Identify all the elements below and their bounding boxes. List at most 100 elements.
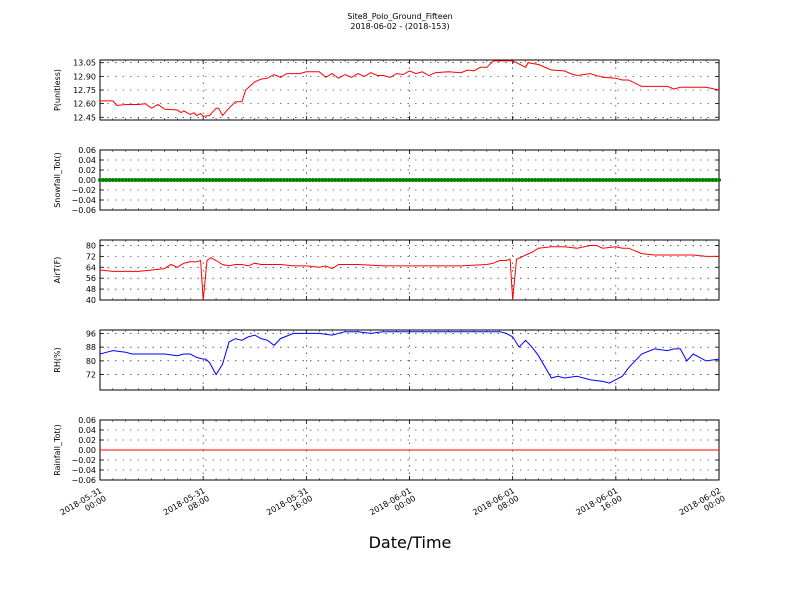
x-axis-label: Date/Time xyxy=(368,533,452,552)
series-point xyxy=(204,178,209,182)
series-point xyxy=(146,178,151,182)
y-tick-label: 0.00 xyxy=(78,176,96,185)
series-point xyxy=(462,178,467,182)
series-point xyxy=(378,178,383,182)
series-point xyxy=(227,178,231,182)
series-point xyxy=(697,178,702,182)
series-point xyxy=(633,178,638,182)
y-tick-label: 12.60 xyxy=(73,100,96,109)
series-point xyxy=(549,178,554,182)
series-point xyxy=(491,178,496,182)
series-point xyxy=(630,178,634,182)
series-point xyxy=(288,178,293,182)
series-point xyxy=(530,178,534,182)
series-point xyxy=(256,178,260,182)
series-point xyxy=(517,178,522,182)
series-point xyxy=(333,178,338,182)
series-point xyxy=(523,178,528,182)
series-point xyxy=(484,178,489,182)
y-tick-label: 72 xyxy=(86,371,96,380)
series-point xyxy=(510,178,515,182)
y-tick-label: 96 xyxy=(86,329,96,338)
series-point xyxy=(127,178,131,182)
series-point xyxy=(707,178,712,182)
series-point xyxy=(504,178,509,182)
series-point xyxy=(520,178,525,182)
series-point xyxy=(156,178,160,182)
series-point xyxy=(323,178,328,182)
series-point xyxy=(472,178,476,182)
series-point xyxy=(230,178,235,182)
series-point xyxy=(578,178,583,182)
series-point xyxy=(568,178,573,182)
series-point xyxy=(159,178,164,182)
series-point xyxy=(552,178,557,182)
y-tick-label: −0.06 xyxy=(71,206,96,215)
series-point xyxy=(236,178,241,182)
series-point xyxy=(600,178,605,182)
series-point xyxy=(607,178,612,182)
series-point xyxy=(501,178,505,182)
series-point xyxy=(410,178,415,182)
series-point xyxy=(584,178,589,182)
series-point xyxy=(639,178,644,182)
panel-air-temperature: 40 48 56 64 72 80 AirT(F) xyxy=(53,239,720,305)
series-point xyxy=(646,178,651,182)
series-point xyxy=(539,178,544,182)
y-tick-label: 64 xyxy=(86,263,96,272)
series-point xyxy=(243,178,248,182)
series-point xyxy=(343,178,347,182)
y-axis-label: Rainfall_Tot() xyxy=(53,424,62,476)
series-point xyxy=(507,178,512,182)
y-tick-label: 40 xyxy=(86,296,96,305)
y-tick-label: −0.04 xyxy=(71,466,96,475)
series-point xyxy=(152,178,157,182)
series-point xyxy=(678,178,683,182)
series-point xyxy=(559,178,563,182)
series-point xyxy=(617,178,622,182)
x-tick-label: 2018-05-3108:00 xyxy=(162,486,211,525)
series-point xyxy=(217,178,222,182)
series-point xyxy=(426,178,431,182)
series-point xyxy=(188,178,193,182)
series-point xyxy=(104,178,109,182)
series-point xyxy=(475,178,480,182)
series-point xyxy=(694,178,699,182)
series-point xyxy=(149,178,154,182)
series-point xyxy=(439,178,444,182)
y-tick-label: 12.75 xyxy=(73,86,96,95)
series-point xyxy=(542,178,547,182)
series-point xyxy=(268,178,273,182)
series-point xyxy=(649,178,654,182)
series-point xyxy=(468,178,473,182)
series-point xyxy=(704,178,709,182)
series-point xyxy=(626,178,631,182)
panel-pressure: 12.45 12.60 12.75 12.90 13.05 P(unitless) xyxy=(53,59,720,122)
series-point xyxy=(336,178,341,182)
series-point xyxy=(546,178,551,182)
y-tick-label: 0.04 xyxy=(78,156,96,165)
series-point xyxy=(314,178,318,182)
series-point xyxy=(175,178,180,182)
series-point xyxy=(610,178,615,182)
series-point xyxy=(117,178,122,182)
series-point xyxy=(98,178,102,182)
series-point xyxy=(368,178,373,182)
series-point xyxy=(185,178,189,182)
series-point xyxy=(430,178,435,182)
series-point xyxy=(513,178,518,182)
series-point xyxy=(688,178,692,182)
series-point xyxy=(478,178,483,182)
series-point xyxy=(594,178,599,182)
y-tick-label: 72 xyxy=(86,252,96,261)
series-point xyxy=(291,178,296,182)
panel-relative-humidity: 72 80 88 96 RH(%) xyxy=(53,329,720,391)
series-point xyxy=(362,178,367,182)
series-point xyxy=(181,178,186,182)
series-point xyxy=(381,178,386,182)
series-point xyxy=(285,178,289,182)
y-tick-label: 80 xyxy=(86,357,96,366)
series-point xyxy=(713,178,718,182)
series-point xyxy=(320,178,325,182)
